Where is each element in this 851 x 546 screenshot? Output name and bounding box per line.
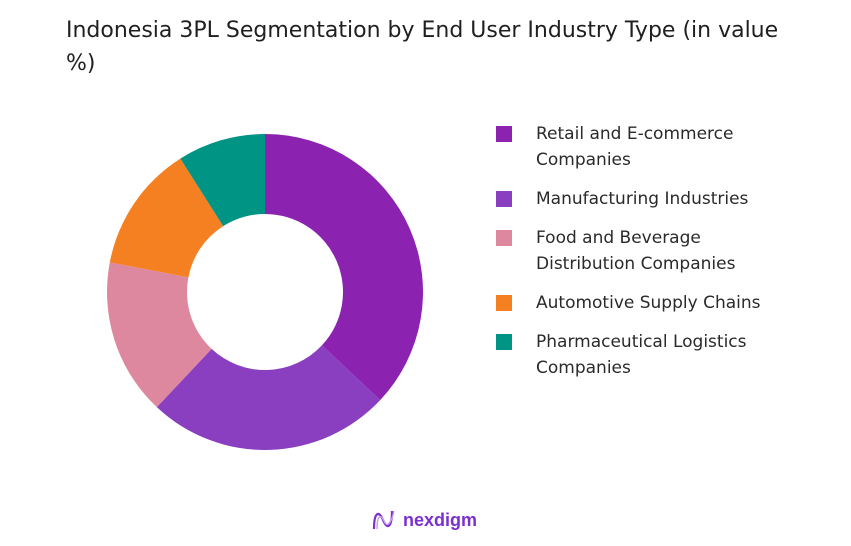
legend-label: Retail and E-commerce [536,124,734,144]
legend-swatch [496,191,512,207]
donut-slice-5 [180,134,265,227]
donut-slice-4 [109,158,224,278]
legend: Retail and E-commerce Companies Manufactur… [496,121,761,381]
legend-item: Manufacturing Industries [496,186,761,212]
legend-label: Automotive Supply Chains [536,293,761,313]
donut-slice-1 [265,134,423,401]
nexdigm-logo-icon [372,510,395,530]
legend-label: Companies [536,150,631,170]
legend-swatch [496,295,512,311]
donut-slice-2 [156,345,381,450]
legend-swatch [496,126,512,142]
nexdigm-logo: nexdigm [371,508,477,532]
legend-label: Pharmaceutical Logistics [536,332,747,352]
legend-swatch [496,230,512,246]
legend-label: Distribution Companies [536,254,736,274]
legend-label: Food and Beverage [536,228,701,248]
donut-slice-3 [106,262,212,408]
legend-label: Companies [536,358,631,378]
legend-swatch [496,334,512,350]
legend-item: Food and Beverage Distribution Companies [496,225,761,277]
logo-text: nexdigm [403,509,478,530]
legend-item: Pharmaceutical Logistics Companies [496,329,761,381]
legend-item: Retail and E-commerce Companies [496,121,761,173]
legend-label: Manufacturing Industries [536,189,749,209]
legend-item: Automotive Supply Chains [496,290,761,316]
chart-title: Indonesia 3PL Segmentation by End User I… [66,18,779,76]
